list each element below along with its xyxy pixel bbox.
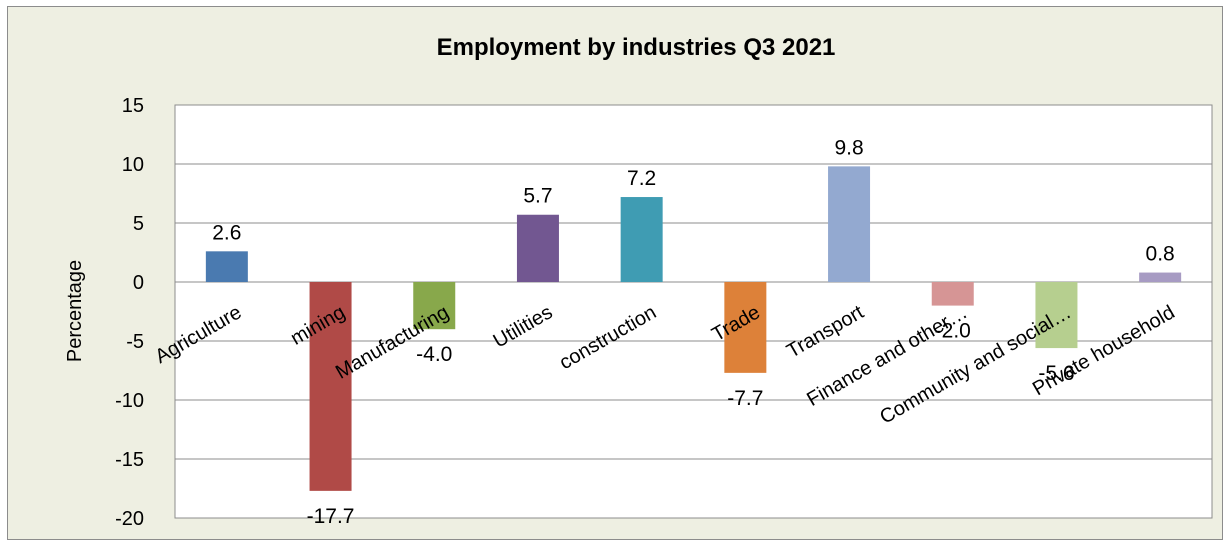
bar [931,282,974,306]
data-label: 2.6 [212,221,241,244]
bar [1035,282,1078,349]
data-label: -17.7 [307,505,355,528]
y-tick-label: -5 [126,331,144,353]
bar [205,251,248,282]
bar [724,282,767,373]
data-label: -2.0 [935,320,971,343]
y-tick-label: -15 [115,449,144,471]
y-tick-label: -20 [115,508,144,530]
bar [516,214,559,282]
data-label: 9.8 [834,136,863,159]
chart-frame: 15 10 5 0 -5 -10 -15 -20 Agriculture mining Manuf… [7,6,1223,540]
bar [1139,272,1182,282]
bar [413,282,456,330]
data-label: 7.2 [627,167,656,190]
y-axis-label: Percentage [64,260,86,362]
bar [620,197,663,282]
data-label: -5.6 [1038,362,1074,385]
bar [828,166,871,282]
y-tick-label: 5 [133,213,144,235]
data-label: -7.7 [727,387,763,410]
y-tick-label: 0 [133,272,144,294]
data-labels: 2.6 -17.7 -4.0 5.7 7.2 -7.7 9.8 -2.0 -5.6 0.8 [212,136,1175,528]
data-label: -4.0 [416,343,452,366]
data-label: 5.7 [523,185,552,208]
bar [309,282,352,491]
chart-title: Employment by industries Q3 2021 [437,34,836,61]
y-tick-label: 10 [122,154,144,176]
y-tick-label: 15 [122,95,144,117]
data-label: 0.8 [1146,243,1175,266]
y-tick-label: -10 [115,390,144,412]
bars [205,166,1182,491]
y-tick-labels: 15 10 5 0 -5 -10 -15 -20 [115,95,144,530]
